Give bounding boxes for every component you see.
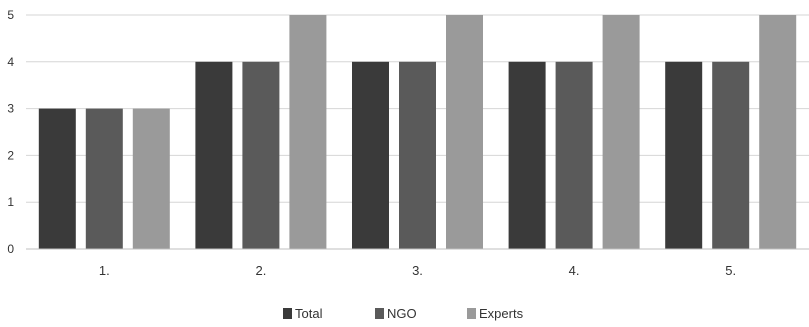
legend-label-experts: Experts	[479, 306, 524, 321]
x-tick-label: 1.	[99, 263, 110, 278]
bar-experts-3	[446, 15, 483, 249]
x-axis: 1. 2. 3. 4. 5.	[26, 248, 809, 278]
x-tick-label: 5.	[725, 263, 736, 278]
bar-experts-2	[289, 15, 327, 249]
legend-label-ngo: NGO	[387, 306, 417, 321]
bar-ngo-5	[712, 61, 750, 249]
y-tick-label: 5	[7, 8, 14, 22]
legend-swatch-ngo	[375, 308, 384, 319]
y-tick-label: 3	[7, 102, 14, 116]
bar-experts-1	[132, 108, 170, 249]
y-tick-label: 2	[7, 148, 14, 162]
y-tick-label: 1	[7, 195, 14, 209]
legend-swatch-total	[283, 308, 292, 319]
x-tick-label: 4.	[569, 263, 580, 278]
legend-swatch-experts	[467, 308, 476, 319]
bar-total-5	[665, 61, 703, 249]
bar-ngo-2	[242, 61, 280, 249]
legend: Total NGO Experts	[283, 306, 524, 321]
bar-ngo-4	[555, 61, 593, 249]
bar-total-3	[352, 61, 389, 249]
bars	[38, 15, 797, 249]
y-axis: 0 1 2 3 4 5	[7, 8, 14, 256]
bar-total-2	[195, 61, 233, 249]
x-tick-label: 2.	[255, 263, 266, 278]
x-tick-label: 3.	[412, 263, 423, 278]
bar-experts-5	[759, 15, 797, 249]
legend-label-total: Total	[295, 306, 323, 321]
bar-experts-4	[602, 15, 640, 249]
y-tick-label: 4	[7, 55, 14, 69]
bar-total-1	[38, 108, 76, 249]
bar-ngo-1	[85, 108, 123, 249]
bar-ngo-3	[399, 61, 436, 249]
y-tick-label: 0	[7, 242, 14, 256]
bar-total-4	[508, 61, 546, 249]
